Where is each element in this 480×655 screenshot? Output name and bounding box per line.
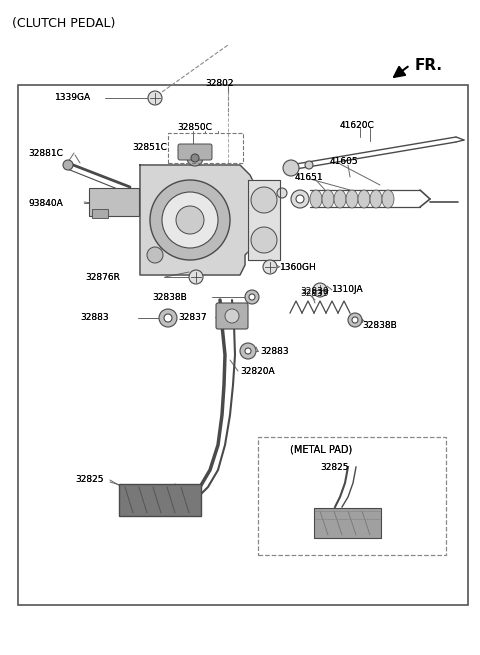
Ellipse shape bbox=[334, 190, 346, 208]
Text: 32883: 32883 bbox=[80, 314, 108, 322]
Text: 32820A: 32820A bbox=[240, 367, 275, 375]
Text: 1360GH: 1360GH bbox=[280, 263, 317, 272]
Circle shape bbox=[189, 270, 203, 284]
Text: 32839: 32839 bbox=[300, 288, 329, 297]
Ellipse shape bbox=[310, 190, 322, 208]
Text: 32838B: 32838B bbox=[362, 320, 397, 329]
Circle shape bbox=[352, 317, 358, 323]
Text: 32883: 32883 bbox=[260, 346, 288, 356]
Circle shape bbox=[162, 192, 218, 248]
Circle shape bbox=[251, 187, 277, 213]
FancyBboxPatch shape bbox=[216, 303, 248, 329]
Text: 32851C: 32851C bbox=[132, 143, 167, 151]
Text: (METAL PAD): (METAL PAD) bbox=[290, 445, 352, 455]
FancyBboxPatch shape bbox=[89, 188, 139, 216]
Ellipse shape bbox=[370, 190, 382, 208]
Text: 32876R: 32876R bbox=[85, 272, 120, 282]
Circle shape bbox=[251, 227, 277, 253]
Text: 1310JA: 1310JA bbox=[332, 286, 364, 295]
Text: 41620C: 41620C bbox=[340, 121, 375, 130]
Ellipse shape bbox=[358, 190, 370, 208]
Text: 41605: 41605 bbox=[330, 157, 359, 166]
Text: 32850C: 32850C bbox=[178, 122, 213, 132]
Circle shape bbox=[296, 195, 304, 203]
Circle shape bbox=[150, 180, 230, 260]
Text: 32837: 32837 bbox=[178, 314, 206, 322]
Text: 41651: 41651 bbox=[295, 172, 324, 181]
Text: 32883: 32883 bbox=[80, 314, 108, 322]
Text: (METAL PAD): (METAL PAD) bbox=[290, 445, 352, 455]
Circle shape bbox=[187, 150, 203, 166]
Text: 32838B: 32838B bbox=[152, 293, 187, 301]
Circle shape bbox=[164, 314, 172, 322]
Text: 32825: 32825 bbox=[320, 462, 348, 472]
Text: 32876R: 32876R bbox=[85, 272, 120, 282]
Text: 41651: 41651 bbox=[295, 172, 324, 181]
Text: 32881C: 32881C bbox=[28, 149, 63, 157]
Polygon shape bbox=[140, 165, 255, 275]
Text: 32881C: 32881C bbox=[28, 149, 63, 157]
Text: 32802: 32802 bbox=[205, 79, 233, 88]
Text: 93840A: 93840A bbox=[28, 198, 63, 208]
Circle shape bbox=[159, 309, 177, 327]
Text: 32825: 32825 bbox=[75, 476, 104, 485]
Text: 32851C: 32851C bbox=[132, 143, 167, 151]
Text: 93840A: 93840A bbox=[28, 198, 63, 208]
Circle shape bbox=[263, 260, 277, 274]
Ellipse shape bbox=[346, 190, 358, 208]
Bar bbox=[258, 437, 446, 555]
Circle shape bbox=[249, 294, 255, 300]
Text: 32839: 32839 bbox=[300, 288, 329, 297]
Circle shape bbox=[245, 348, 251, 354]
Circle shape bbox=[191, 154, 199, 162]
Circle shape bbox=[313, 283, 327, 297]
Text: 32850C: 32850C bbox=[178, 122, 213, 132]
Circle shape bbox=[291, 190, 309, 208]
Circle shape bbox=[305, 161, 313, 169]
Ellipse shape bbox=[322, 190, 334, 208]
Circle shape bbox=[348, 313, 362, 327]
Text: (CLUTCH PEDAL): (CLUTCH PEDAL) bbox=[12, 17, 115, 30]
Text: 41620C: 41620C bbox=[340, 121, 375, 130]
Text: 32837: 32837 bbox=[178, 314, 206, 322]
FancyBboxPatch shape bbox=[119, 484, 201, 516]
FancyBboxPatch shape bbox=[92, 208, 108, 217]
Circle shape bbox=[245, 290, 259, 304]
Circle shape bbox=[147, 247, 163, 263]
Text: 32838B: 32838B bbox=[152, 293, 187, 301]
Circle shape bbox=[176, 206, 204, 234]
Text: 32802: 32802 bbox=[205, 79, 233, 88]
Text: 32825: 32825 bbox=[320, 462, 348, 472]
Text: 32838B: 32838B bbox=[362, 320, 397, 329]
Polygon shape bbox=[248, 180, 280, 260]
Text: 41605: 41605 bbox=[330, 157, 359, 166]
Circle shape bbox=[277, 188, 287, 198]
Text: 32820A: 32820A bbox=[240, 367, 275, 375]
Ellipse shape bbox=[382, 190, 394, 208]
Text: 1339GA: 1339GA bbox=[55, 94, 91, 102]
Text: 32825: 32825 bbox=[75, 476, 104, 485]
Circle shape bbox=[63, 160, 73, 170]
Bar bbox=[18, 85, 468, 605]
Text: 1360GH: 1360GH bbox=[280, 263, 317, 272]
Circle shape bbox=[240, 343, 256, 359]
FancyBboxPatch shape bbox=[314, 508, 381, 538]
FancyBboxPatch shape bbox=[178, 144, 212, 160]
Text: 32883: 32883 bbox=[260, 346, 288, 356]
Text: FR.: FR. bbox=[415, 58, 443, 73]
Text: 1310JA: 1310JA bbox=[332, 286, 364, 295]
Circle shape bbox=[225, 309, 239, 323]
Circle shape bbox=[283, 160, 299, 176]
Circle shape bbox=[148, 91, 162, 105]
Text: 1339GA: 1339GA bbox=[55, 94, 91, 102]
